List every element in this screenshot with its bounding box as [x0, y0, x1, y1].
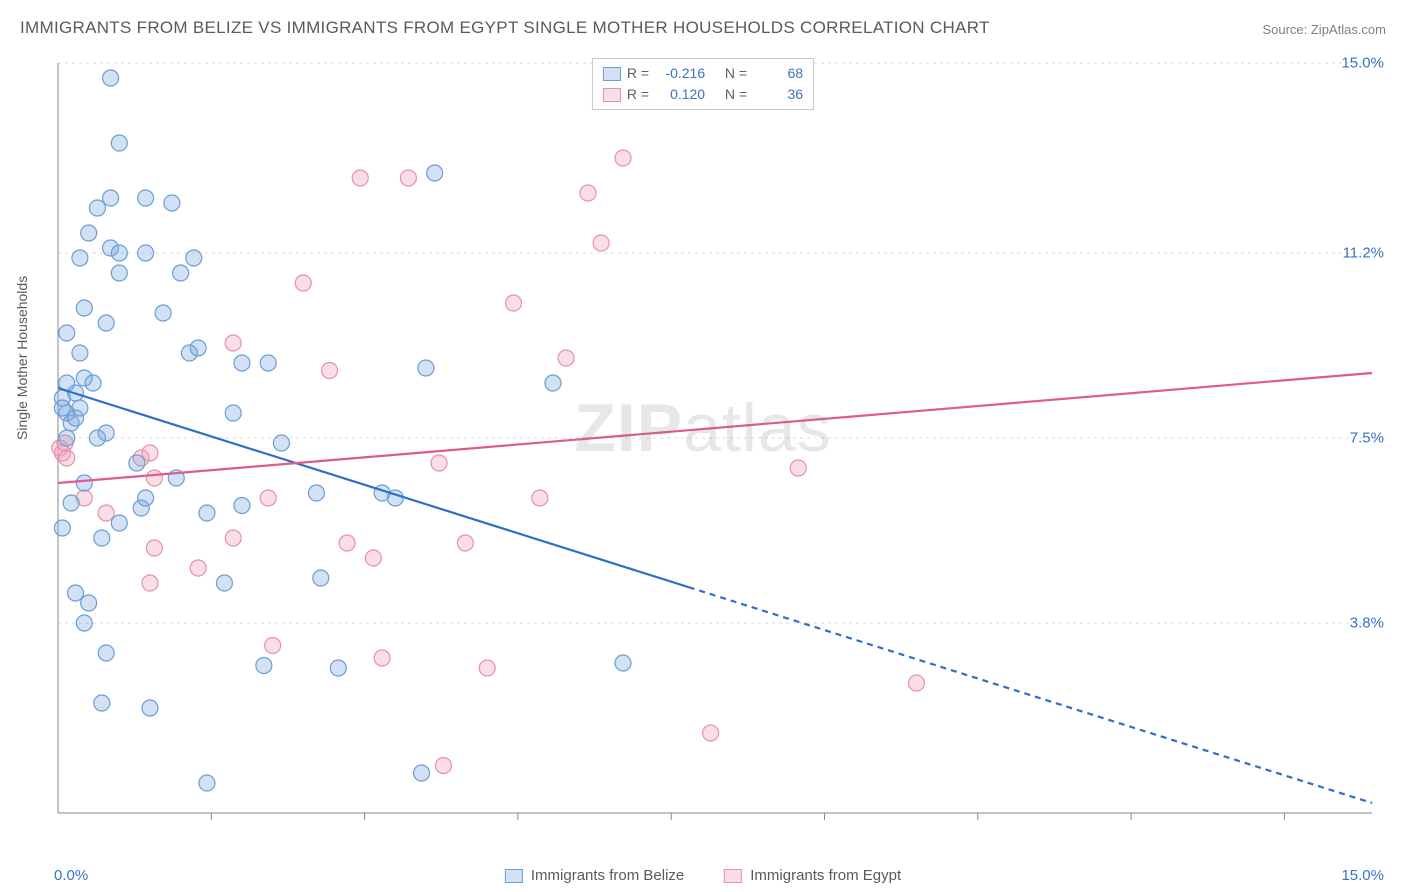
source-link[interactable]: ZipAtlas.com	[1311, 22, 1386, 37]
legend-stats-row-a: R = -0.216 N = 68	[603, 63, 803, 84]
y-axis-label: Single Mother Households	[14, 276, 30, 440]
legend-stats-box: R = -0.216 N = 68 R = 0.120 N = 36	[592, 58, 814, 110]
source-label: Source:	[1262, 22, 1310, 37]
r-value-b: 0.120	[655, 84, 705, 105]
r-label: R =	[627, 63, 649, 84]
n-label: N =	[725, 63, 747, 84]
chart-plot-area	[50, 55, 1380, 845]
y-tick-label: 3.8%	[1350, 615, 1384, 632]
swatch-series-b	[603, 88, 621, 102]
source-attribution: Source: ZipAtlas.com	[1262, 22, 1386, 37]
legend-label-b: Immigrants from Egypt	[750, 867, 901, 884]
chart-title: IMMIGRANTS FROM BELIZE VS IMMIGRANTS FRO…	[20, 18, 990, 38]
legend-bottom: Immigrants from Belize Immigrants from E…	[505, 867, 901, 884]
n-label-b: N =	[725, 84, 747, 105]
r-label-b: R =	[627, 84, 649, 105]
chart-svg	[50, 55, 1380, 845]
y-tick-label: 7.5%	[1350, 430, 1384, 447]
legend-item-a: Immigrants from Belize	[505, 867, 684, 884]
x-axis-min-label: 0.0%	[54, 867, 88, 884]
legend-stats-row-b: R = 0.120 N = 36	[603, 84, 803, 105]
legend-item-b: Immigrants from Egypt	[724, 867, 901, 884]
y-tick-label: 11.2%	[1343, 245, 1384, 262]
x-axis-max-label: 15.0%	[1341, 867, 1384, 884]
swatch-series-b-bottom	[724, 869, 742, 883]
n-value-b: 36	[753, 84, 803, 105]
y-tick-label: 15.0%	[1341, 55, 1384, 72]
n-value-a: 68	[753, 63, 803, 84]
swatch-series-a-bottom	[505, 869, 523, 883]
legend-label-a: Immigrants from Belize	[531, 867, 684, 884]
swatch-series-a	[603, 67, 621, 81]
r-value-a: -0.216	[655, 63, 705, 84]
